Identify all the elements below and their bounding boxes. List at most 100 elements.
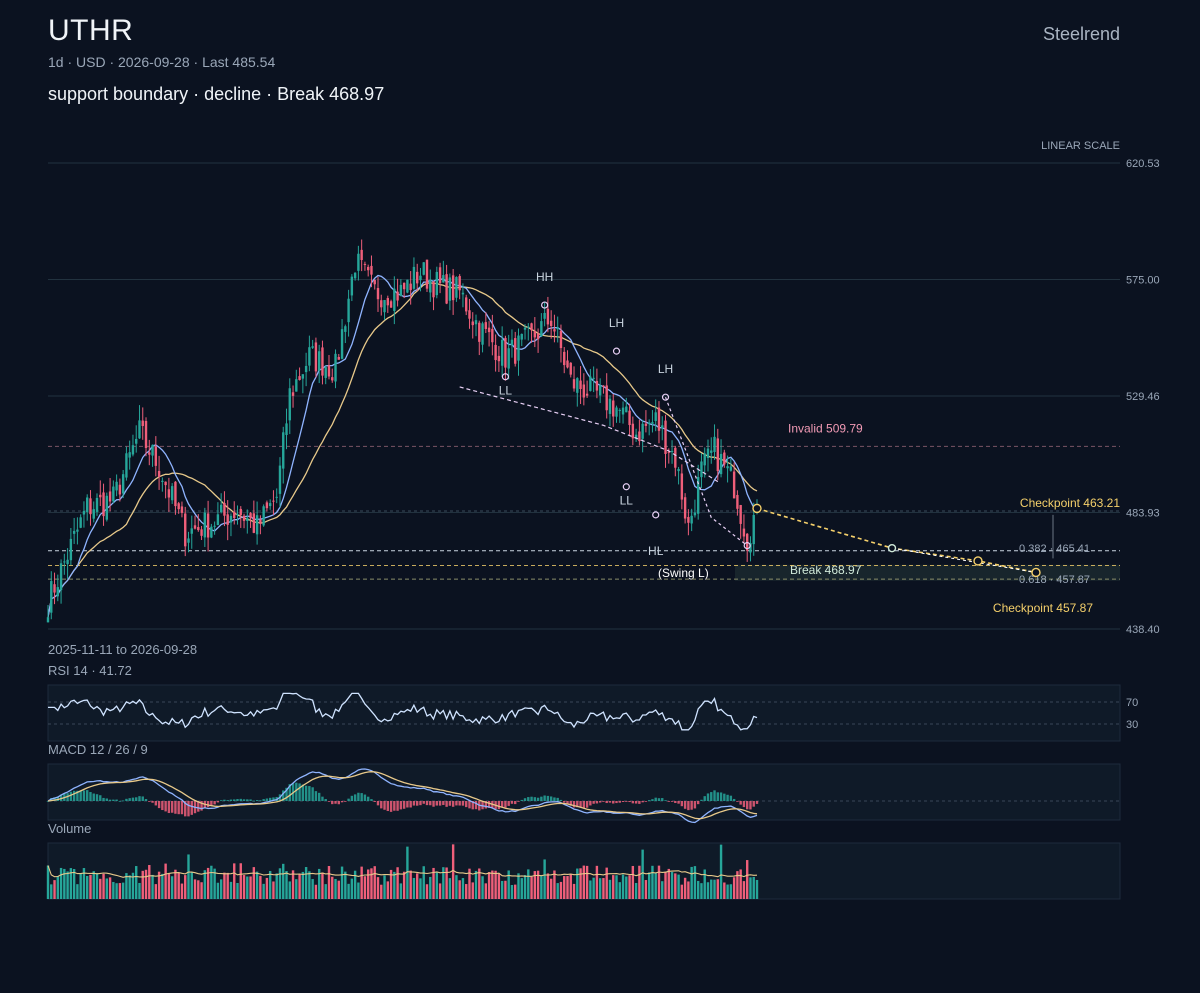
candle-body bbox=[569, 362, 572, 375]
macd-hist-bar bbox=[46, 801, 50, 802]
ma-slow-line bbox=[47, 282, 758, 618]
volume-bar bbox=[425, 884, 429, 899]
volume-bar bbox=[141, 870, 144, 899]
macd-hist-bar bbox=[285, 787, 288, 801]
macd-hist-bar bbox=[726, 794, 729, 801]
macd-hist-bar bbox=[370, 799, 373, 801]
macd-hist-bar bbox=[468, 801, 471, 809]
volume-bar bbox=[432, 867, 435, 899]
volume-bar bbox=[259, 875, 262, 899]
candle-body bbox=[144, 420, 148, 449]
volume-bar bbox=[530, 876, 533, 899]
macd-hist-bar bbox=[262, 799, 265, 801]
candle-body bbox=[533, 330, 537, 338]
volume-bar bbox=[481, 876, 484, 899]
volume-bar bbox=[275, 873, 278, 899]
candle-body bbox=[566, 360, 569, 368]
macd-hist-bar bbox=[732, 798, 736, 801]
candle-body bbox=[507, 348, 510, 369]
candle-body bbox=[432, 281, 435, 298]
macd-hist-bar bbox=[651, 799, 654, 801]
macd-hist-bar bbox=[69, 791, 73, 801]
volume-bar bbox=[592, 877, 595, 899]
candle-body bbox=[63, 561, 66, 563]
macd-hist-bar bbox=[121, 800, 125, 802]
candle-body bbox=[298, 376, 301, 381]
candle-body bbox=[481, 323, 484, 345]
candle-body bbox=[59, 563, 63, 591]
candle-body bbox=[700, 461, 703, 478]
macd-hist-bar bbox=[304, 785, 308, 801]
volume-bar bbox=[311, 879, 314, 899]
volume-bar bbox=[654, 873, 657, 899]
candle-body bbox=[314, 342, 318, 372]
chart-subtitle: support boundary · decline · Break 468.9… bbox=[48, 84, 385, 104]
volume-bar bbox=[739, 869, 742, 899]
candle-body bbox=[608, 398, 612, 414]
candle-body bbox=[99, 494, 102, 498]
volume-bar bbox=[363, 876, 367, 899]
candle-body bbox=[340, 329, 344, 359]
volume-bar bbox=[317, 868, 321, 899]
y-tick-label: 438.40 bbox=[1126, 624, 1160, 636]
volume-bar bbox=[128, 875, 131, 899]
macd-hist-bar bbox=[115, 799, 118, 801]
candle-body bbox=[696, 477, 700, 514]
volume-bar bbox=[219, 879, 223, 899]
macd-hist-bar bbox=[376, 801, 380, 806]
macd-hist-bar bbox=[556, 797, 559, 801]
candle-body bbox=[687, 517, 690, 523]
macd-hist-bar bbox=[598, 801, 602, 803]
macd-hist-bar bbox=[366, 796, 370, 801]
macd-hist-bar bbox=[184, 801, 187, 817]
volume-bar bbox=[86, 875, 89, 899]
candle-body bbox=[154, 446, 158, 466]
candle-body bbox=[641, 423, 644, 439]
volume-bar bbox=[585, 865, 589, 899]
macd-hist-bar bbox=[700, 799, 703, 801]
volume-bar bbox=[157, 871, 161, 899]
volume-bar bbox=[213, 868, 216, 899]
macd-hist-bar bbox=[344, 801, 347, 802]
candle-body bbox=[177, 503, 180, 510]
checkpoint-high-label: Checkpoint 463.21 bbox=[1020, 496, 1120, 510]
volume-bar bbox=[416, 873, 419, 899]
candle-body bbox=[582, 384, 586, 398]
volume-bar bbox=[569, 873, 572, 899]
candle-body bbox=[170, 486, 174, 501]
y-tick-label: 529.46 bbox=[1126, 391, 1160, 403]
macd-hist-bar bbox=[141, 796, 144, 801]
macd-hist-bar bbox=[242, 799, 246, 801]
y-tick-label: 575.00 bbox=[1126, 274, 1160, 286]
macd-hist-bar bbox=[559, 799, 563, 801]
volume-bar bbox=[282, 863, 285, 899]
macd-hist-bar bbox=[752, 801, 755, 807]
volume-bar bbox=[105, 878, 109, 899]
macd-hist-bar bbox=[729, 795, 733, 801]
candle-body bbox=[86, 497, 89, 512]
volume-bar bbox=[677, 874, 680, 899]
invalid-label: Invalid 509.79 bbox=[788, 421, 863, 435]
candle-body bbox=[190, 528, 193, 534]
macd-hist-bar bbox=[128, 798, 131, 801]
macd-hist-bar bbox=[380, 801, 383, 809]
macd-hist-bar bbox=[59, 794, 63, 801]
volume-bar bbox=[304, 867, 308, 899]
macd-hist-bar bbox=[206, 801, 210, 808]
volume-bar bbox=[383, 875, 386, 899]
volume-bar bbox=[598, 878, 602, 899]
candle-body bbox=[206, 513, 210, 538]
scale-label: LINEAR SCALE bbox=[1041, 140, 1120, 152]
candle-body bbox=[236, 513, 239, 515]
volume-bar bbox=[53, 880, 56, 899]
candle-body bbox=[288, 388, 291, 421]
candle-body bbox=[344, 326, 347, 332]
volume-bar bbox=[406, 846, 409, 899]
volume-bar bbox=[527, 869, 530, 899]
volume-bar bbox=[301, 871, 305, 899]
macd-hist-bar bbox=[461, 801, 465, 806]
volume-bar bbox=[154, 884, 158, 899]
candle-body bbox=[719, 453, 723, 475]
volume-bar bbox=[438, 883, 442, 899]
